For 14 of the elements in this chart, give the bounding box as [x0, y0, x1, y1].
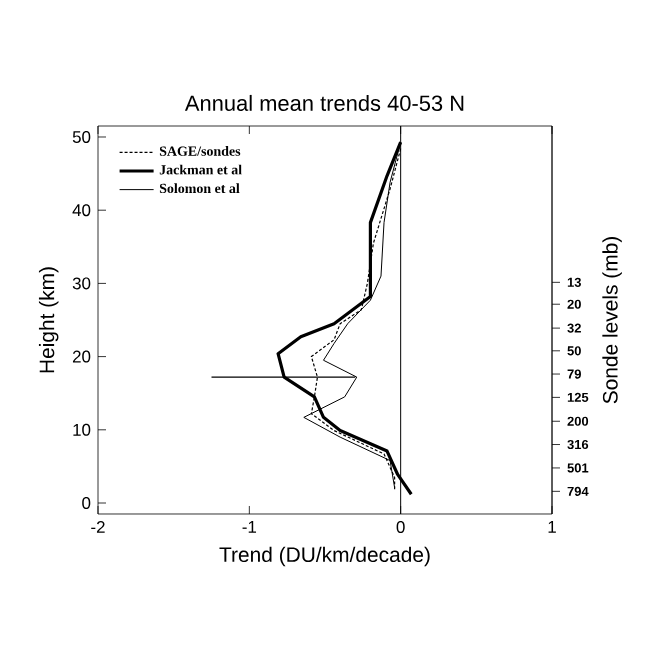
- y2-axis-title: Sonde levels (mb): [602, 237, 622, 404]
- chart-title: Annual mean trends 40-53 N: [184, 94, 464, 112]
- y-tick-label: 50: [72, 131, 91, 143]
- y-tick-label: 40: [72, 204, 91, 217]
- x-tick-label: -1: [242, 521, 257, 533]
- y-tick-label: 20: [72, 350, 91, 363]
- x-tick-label: -2: [91, 521, 105, 533]
- x-tick-label: 1: [548, 521, 556, 533]
- y-axis-title: Height (km): [38, 267, 59, 373]
- y-tick-label: 10: [73, 423, 91, 436]
- y-tick-label: 30: [72, 277, 91, 290]
- x-axis-title: Trend (DU/km/decade): [219, 546, 430, 567]
- y-tick-label: 0: [82, 497, 91, 509]
- x-tick-label: 0: [396, 521, 405, 534]
